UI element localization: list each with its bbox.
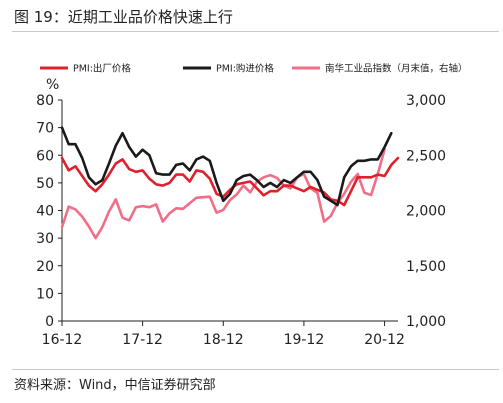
- x-tick-label: 17-12: [122, 332, 163, 348]
- y-right-tick-label: 2,500: [406, 148, 446, 164]
- chart-legend: PMI:出厂价格 PMI:购进价格 南华工业品指数（月末值，右轴）: [40, 63, 468, 75]
- y-left-tick-label: 20: [36, 259, 54, 275]
- figure-source: 资料来源：Wind，中信证券研究部: [14, 378, 216, 393]
- y-left-tick-label: 80: [36, 93, 54, 109]
- legend-label-0: PMI:出厂价格: [73, 63, 131, 75]
- y-right-tick-label: 1,000: [406, 314, 446, 330]
- y-left-tick-label: 60: [36, 148, 54, 164]
- legend-label-1: PMI:购进价格: [216, 63, 274, 75]
- series-line-2: [60, 147, 386, 240]
- y-right-tick-label: 3,000: [406, 93, 446, 109]
- y-left-tick-label: 10: [36, 286, 54, 302]
- source-divider: [12, 369, 499, 370]
- title-divider: [12, 31, 499, 32]
- y-left-tick-label: 50: [36, 176, 54, 192]
- series-line-0: [60, 156, 400, 207]
- x-tick-label: 20-12: [364, 332, 405, 348]
- y-left-tick-label: 0: [45, 314, 54, 330]
- chart-axes: 0 10 20 30 40 50 60 70 80% 1,000 1,500 2,000 2,500 3,…: [36, 77, 446, 348]
- legend-label-2: 南华工业品指数（月末值，右轴）: [325, 63, 468, 75]
- series-line-1: [60, 126, 393, 207]
- chart-series: [60, 126, 400, 240]
- y-axis-unit: %: [46, 77, 59, 93]
- y-right-tick-label: 1,500: [406, 259, 446, 275]
- figure-title: 图 19：近期工业品价格快速上行: [14, 8, 233, 26]
- y-left-tick-label: 40: [36, 204, 54, 220]
- y-right-tick-label: 2,000: [406, 204, 446, 220]
- y-left-tick-label: 30: [36, 231, 54, 247]
- x-tick-label: 16-12: [42, 332, 83, 348]
- y-left-tick-label: 70: [36, 121, 54, 137]
- x-tick-label: 19-12: [284, 332, 325, 348]
- x-tick-label: 18-12: [203, 332, 244, 348]
